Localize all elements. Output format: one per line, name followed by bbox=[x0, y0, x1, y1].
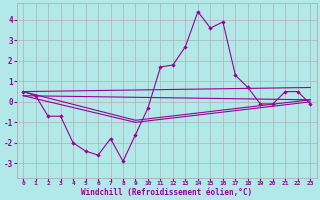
X-axis label: Windchill (Refroidissement éolien,°C): Windchill (Refroidissement éolien,°C) bbox=[81, 188, 252, 197]
